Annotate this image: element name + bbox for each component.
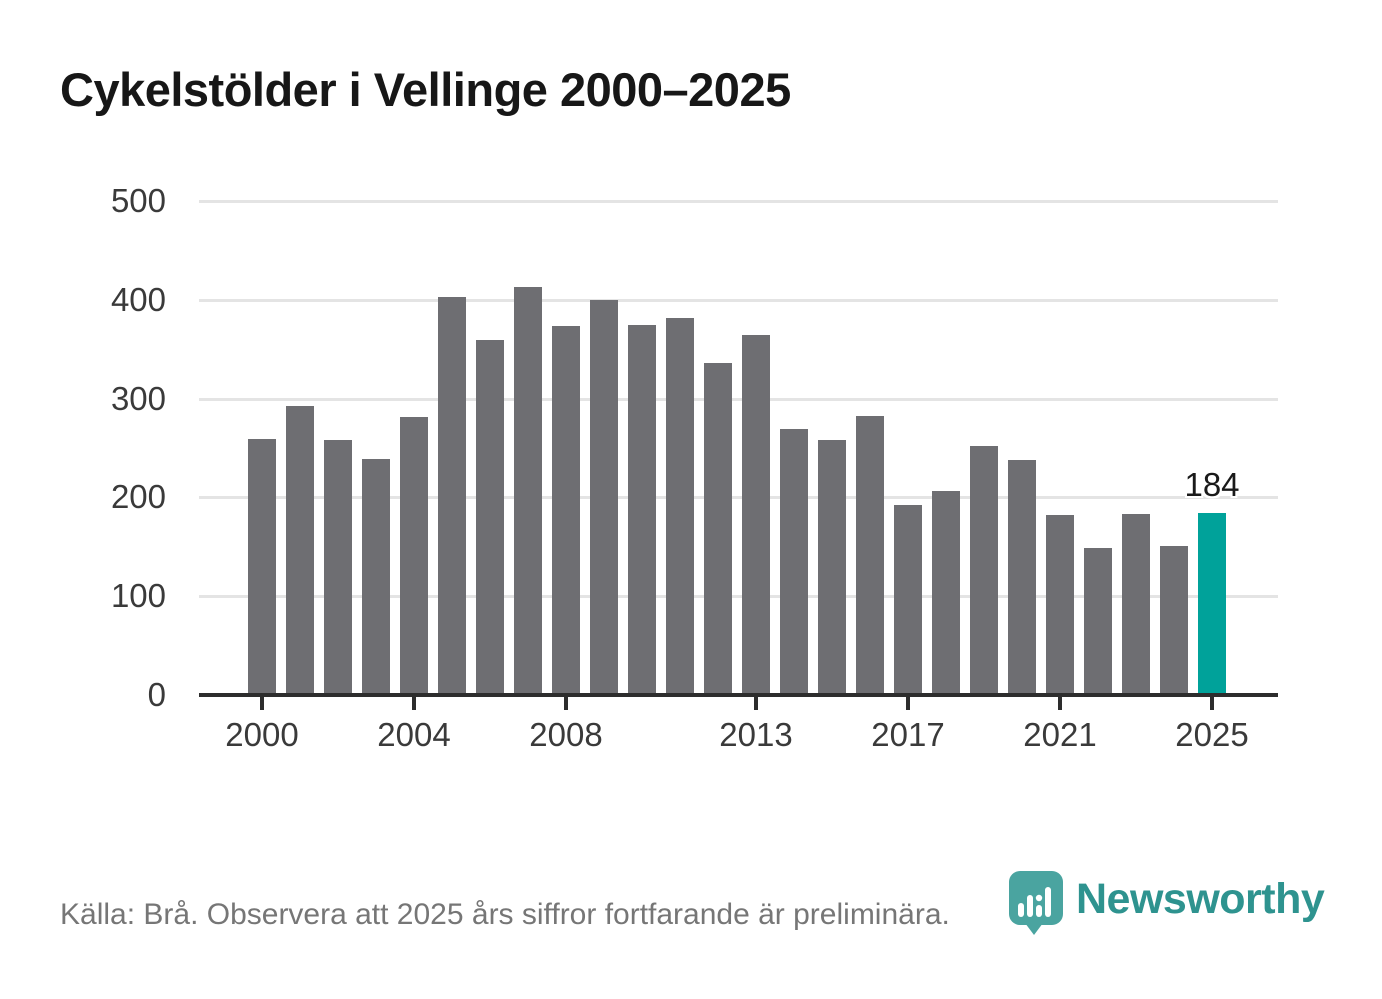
- x-tick-label-2025: 2025: [1175, 716, 1249, 753]
- newsworthy-logo: Newsworthy: [1008, 870, 1325, 936]
- bar-2013: [742, 335, 770, 695]
- x-tick-2021: [1058, 697, 1062, 710]
- x-tick-label-2021: 2021: [1023, 716, 1097, 753]
- bar-2003: [362, 458, 390, 695]
- x-tick-2004: [412, 697, 416, 710]
- x-tick-2013: [754, 697, 758, 710]
- gridline-200: [199, 496, 1278, 500]
- bar-2007: [514, 286, 542, 695]
- bar-2015: [818, 440, 846, 695]
- bar-2005: [438, 296, 466, 695]
- bar-2010: [628, 324, 656, 695]
- chart-title: Cykelstölder i Vellinge 2000–2025: [60, 63, 791, 116]
- source-note: Källa: Brå. Observera att 2025 års siffr…: [60, 898, 950, 931]
- bar-2011: [666, 317, 694, 695]
- x-tick-2025: [1210, 697, 1214, 710]
- y-tick-label-0: 0: [147, 676, 166, 713]
- y-tick-label-300: 300: [110, 379, 166, 417]
- value-annotation: 184: [1184, 466, 1240, 504]
- bar-2014: [780, 429, 808, 695]
- plot-area: 184: [199, 200, 1278, 695]
- gridline-300: [199, 397, 1278, 401]
- gridline-100: [199, 595, 1278, 599]
- x-tick-2017: [906, 697, 910, 710]
- newsworthy-wordmark: Newsworthy: [1076, 875, 1325, 923]
- newsworthy-pin-icon: [1009, 871, 1063, 935]
- bar-2021: [1046, 515, 1074, 695]
- bar-2004: [400, 417, 428, 695]
- bar-2012: [704, 363, 732, 695]
- x-tick-label-2008: 2008: [529, 716, 603, 753]
- x-tick-2008: [564, 697, 568, 710]
- bar-2017: [894, 505, 922, 695]
- bar-2001: [286, 405, 314, 695]
- bar-2024: [1160, 545, 1188, 695]
- y-tick-label-200: 200: [110, 478, 166, 516]
- x-tick-label-2004: 2004: [377, 716, 451, 753]
- y-tick-label-400: 400: [110, 280, 166, 318]
- bar-2000: [248, 439, 276, 695]
- bar-2008: [552, 325, 580, 695]
- x-tick-label-2013: 2013: [719, 716, 793, 753]
- x-tick-label-2000: 2000: [225, 716, 299, 753]
- x-tick-label-2017: 2017: [871, 716, 945, 753]
- bar-2006: [476, 340, 504, 695]
- x-axis-line: [199, 693, 1278, 697]
- bar-2023: [1122, 514, 1150, 695]
- bar-2025: [1198, 513, 1226, 695]
- y-tick-label-500: 500: [110, 182, 166, 219]
- gridline-400: [199, 298, 1278, 302]
- bar-2019: [970, 446, 998, 695]
- bar-2022: [1084, 547, 1112, 695]
- bar-2018: [932, 491, 960, 695]
- y-tick-label-100: 100: [110, 577, 166, 615]
- bar-2020: [1008, 459, 1036, 695]
- gridline-500: [199, 200, 1278, 203]
- bar-2016: [856, 416, 884, 695]
- bar-2009: [590, 299, 618, 695]
- x-tick-2000: [260, 697, 264, 710]
- bar-2002: [324, 440, 352, 695]
